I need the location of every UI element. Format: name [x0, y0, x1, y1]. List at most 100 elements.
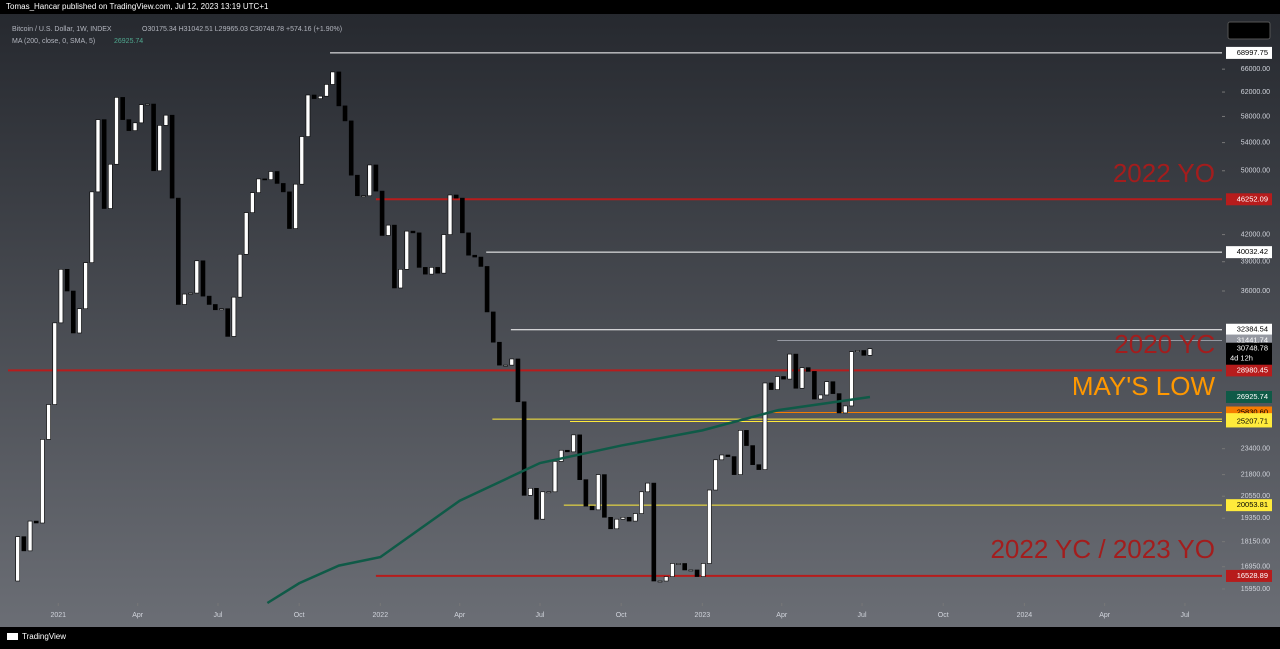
candle-body	[670, 563, 675, 577]
candle-body	[707, 489, 712, 564]
candle-body	[466, 232, 471, 256]
candle-body	[404, 230, 410, 270]
y-tick-label: 23400.00	[1241, 446, 1270, 453]
candle-body	[348, 120, 354, 176]
candle-body	[77, 308, 82, 334]
candle-body	[188, 292, 193, 295]
level-label: 16528.89	[1237, 571, 1268, 580]
candle-body	[775, 376, 780, 390]
candle-body	[21, 536, 27, 552]
candle-body	[83, 262, 88, 310]
candle-body	[694, 569, 700, 577]
candle-body	[280, 183, 286, 193]
candle-body	[250, 192, 255, 213]
ma-badge-label: 26925.74	[1237, 392, 1268, 401]
publisher: Tomas_Hancar published on TradingView.co…	[6, 2, 269, 11]
candle-body	[379, 190, 385, 236]
legend-ma: MA (200, close, 0, SMA, 5)	[12, 38, 95, 45]
toolbar-button[interactable]	[1227, 21, 1271, 40]
y-tick-label: 20550.00	[1241, 493, 1270, 500]
x-tick-label: Jul	[536, 612, 545, 619]
x-tick-label: Apr	[132, 612, 144, 619]
ma-badge	[1226, 390, 1272, 403]
level-label: 40032.42	[1237, 247, 1268, 256]
candle-body	[528, 487, 533, 496]
y-tick-label: 66000.00	[1241, 66, 1270, 73]
y-tick-label: 54000.00	[1241, 139, 1270, 146]
candle-body	[58, 268, 64, 324]
candle-body	[818, 394, 823, 400]
candle-body	[768, 382, 774, 390]
candle-body	[836, 393, 842, 414]
candle-body	[194, 260, 200, 294]
candle-body	[824, 381, 830, 396]
candle-body	[490, 311, 496, 343]
candle-body	[861, 350, 867, 356]
y-tick-label: 62000.00	[1241, 89, 1270, 96]
x-tick-label: 2022	[373, 612, 389, 619]
level-label: 31441.74	[1237, 336, 1268, 345]
candle-body	[237, 253, 243, 298]
candle-body	[602, 474, 607, 518]
x-tick-label: Apr	[454, 612, 466, 619]
candle-body	[540, 491, 545, 520]
candle-body	[799, 367, 805, 389]
candle-body	[651, 482, 657, 582]
candle-body	[299, 136, 305, 185]
x-tick-label: Jul	[214, 612, 223, 619]
candle-body	[725, 454, 731, 457]
candle-body	[311, 94, 317, 99]
candle-body	[762, 382, 768, 470]
x-tick-label: 2024	[1017, 612, 1033, 619]
candle-body	[200, 260, 206, 297]
candle-body	[114, 97, 119, 165]
candle-body	[626, 516, 632, 522]
candle-body	[169, 114, 175, 199]
candle-body	[342, 105, 348, 122]
candle-body	[571, 434, 576, 453]
candle-body	[460, 197, 465, 234]
ma-line	[266, 395, 871, 605]
candle-body	[509, 358, 515, 366]
candle-body	[151, 103, 156, 172]
level-label: 28980.45	[1237, 365, 1268, 374]
chart-background	[0, 14, 1280, 627]
candle-body	[744, 430, 749, 446]
x-tick-label: Jul	[858, 612, 867, 619]
candle-body	[52, 322, 58, 405]
logo	[7, 633, 18, 640]
candle-body	[40, 439, 45, 524]
candle-body	[163, 114, 169, 126]
y-tick-label: 18150.00	[1241, 539, 1270, 546]
candle-body	[46, 404, 51, 440]
countdown: 4d 12h	[1230, 354, 1253, 363]
candle-body	[756, 464, 762, 470]
candle-body	[713, 459, 718, 491]
candle-body	[787, 353, 792, 380]
candle-body	[435, 267, 440, 274]
candle-body	[552, 461, 558, 493]
brand: TradingView	[22, 632, 66, 641]
candle-body	[305, 94, 311, 137]
candle-body	[595, 474, 601, 511]
candle-body	[447, 194, 453, 235]
candle-body	[398, 268, 403, 289]
y-tick-label: 36000.00	[1241, 288, 1270, 295]
legend-ma-value: 26925.74	[114, 38, 143, 45]
candle-body	[70, 290, 76, 334]
candle-body	[324, 84, 329, 97]
candle-body	[546, 491, 552, 494]
candle-body	[503, 364, 508, 367]
level-badge	[1226, 415, 1272, 428]
candle-body	[830, 381, 836, 394]
x-tick-label: Apr	[1099, 612, 1111, 619]
candle-body	[410, 230, 416, 234]
candle-body	[441, 234, 447, 274]
candle-body	[138, 104, 144, 124]
level-badge	[1226, 499, 1272, 512]
candle-body	[213, 304, 218, 311]
candle-body	[95, 119, 101, 193]
candle-body	[268, 171, 274, 180]
candle-body	[645, 482, 650, 493]
